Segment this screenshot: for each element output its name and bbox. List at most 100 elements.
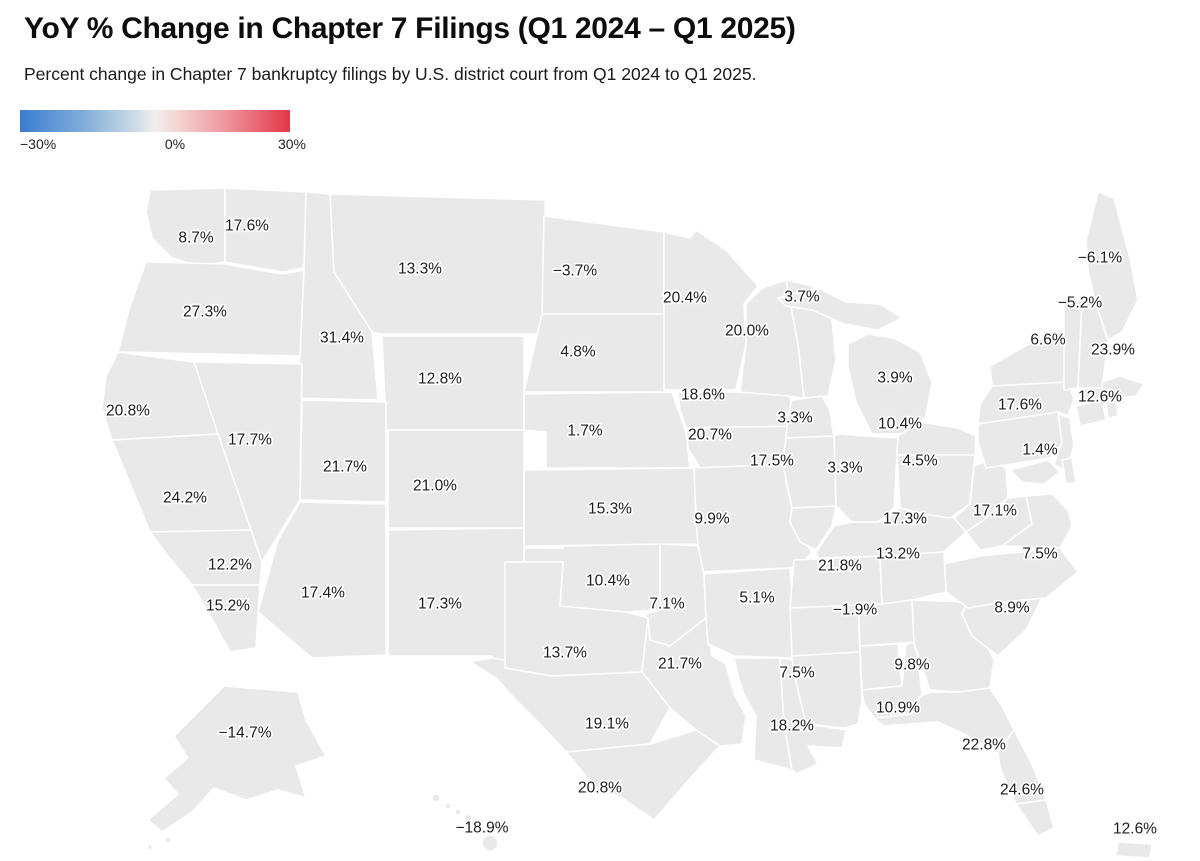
region-texas-s[interactable] [565,729,721,821]
region-label-virginia-w: 17.1% [973,503,1017,520]
region-label-kansas: 15.3% [588,501,632,518]
region-label-idaho: 31.4% [320,330,364,347]
region-label-washington-w: 8.7% [178,230,214,247]
region-label-illinois-n: 3.3% [777,410,813,427]
region-label-new-mexico: 17.3% [418,596,462,613]
region-label-illinois-c: 17.5% [750,453,794,470]
region-label-texas-n: 13.7% [543,645,587,662]
region-south-dakota[interactable] [523,313,673,393]
region-label-california-s: 15.2% [206,598,250,615]
region-new-mexico[interactable] [387,527,525,661]
region-label-nevada: 17.7% [228,432,272,449]
region-label-florida-m: 24.6% [1000,782,1044,799]
region-label-wisconsin-e: 3.7% [784,289,820,306]
region-maine[interactable] [1085,191,1139,341]
region-label-new-york-s: 17.6% [998,397,1042,414]
region-label-arkansas: 5.1% [739,590,775,607]
region-label-florida-n: 22.8% [962,737,1006,754]
region-label-texas-w: 19.1% [585,716,629,733]
region-hawaii-island[interactable] [444,802,452,810]
region-florida-n[interactable] [873,687,1015,753]
region-florida-s[interactable] [1015,799,1055,837]
region-label-mississippi-s: 7.5% [779,665,815,682]
region-label-texas-e: 21.7% [658,656,702,673]
region-label-iowa-n: 18.6% [681,387,725,404]
region-texas-w[interactable] [469,657,671,753]
region-label-hawaii: −18.9% [455,820,508,837]
region-delaware[interactable] [1061,457,1077,485]
region-label-new-jersey: 1.4% [1022,442,1058,459]
region-label-north-carolina: 7.5% [1022,546,1058,563]
region-indiana[interactable] [833,433,899,523]
region-maryland[interactable] [1009,459,1061,485]
region-label-texas-s: 20.8% [578,780,622,797]
region-label-puerto-rico: 12.6% [1113,821,1157,838]
region-label-ohio-n: 10.4% [878,416,922,433]
region-arkansas[interactable] [703,567,795,659]
region-puerto-rico[interactable] [1115,841,1153,859]
region-label-tennessee-e: 13.2% [876,546,920,563]
region-label-indiana: 3.3% [827,460,863,477]
region-hawaii-island[interactable] [463,813,473,823]
legend-gradient-bar [20,110,290,132]
region-label-georgia: 9.8% [894,657,930,674]
region-texas-e[interactable] [641,617,747,747]
region-label-missouri: 9.9% [694,511,730,528]
region-label-connecticut: 12.6% [1078,389,1122,406]
region-label-south-dakota: 4.8% [560,344,596,361]
region-rhode-island[interactable] [1105,399,1119,419]
region-label-oklahoma-w: 10.4% [586,573,630,590]
map-regions [101,187,1153,859]
region-alaska[interactable] [147,685,327,833]
region-label-california-n: 20.8% [106,403,150,420]
region-michigan-up[interactable] [777,287,903,331]
region-label-maine: −6.1% [1078,250,1123,267]
region-label-washington-e: 17.6% [225,218,269,235]
region-hawaii-island[interactable] [454,808,462,816]
region-virginia-e[interactable] [1001,493,1073,549]
region-alaska-island[interactable] [146,843,154,851]
region-hawaii-island[interactable] [431,793,441,803]
region-label-california-c: 12.2% [208,557,252,574]
region-label-oregon: 27.3% [183,304,227,321]
region-alabama-s[interactable] [861,641,923,721]
region-label-vermont: −5.2% [1058,295,1103,312]
region-new-hampshire[interactable] [1077,297,1109,389]
region-ohio-s[interactable] [896,454,976,519]
color-legend: −30% 0% 30% [20,110,320,158]
region-label-michigan: 3.9% [877,370,913,387]
region-label-massachusetts: 23.9% [1091,342,1135,359]
legend-zero-label: 0% [164,136,186,152]
region-label-montana: 13.3% [398,261,442,278]
region-nebraska[interactable] [523,391,691,469]
legend-min-label: −30% [20,136,57,152]
region-arizona[interactable] [257,501,387,659]
region-label-new-york-n: 6.6% [1030,332,1066,349]
region-massachusetts[interactable] [1077,375,1145,405]
region-label-ohio-s: 4.5% [902,453,938,470]
region-hawaii-island[interactable] [481,834,499,852]
region-label-north-dakota: −3.7% [553,263,598,280]
region-label-south-carolina: 8.9% [994,600,1030,617]
region-label-louisiana-e: 18.2% [770,718,814,735]
region-label-colorado: 21.0% [413,478,457,495]
region-label-alaska: −14.7% [218,725,271,742]
region-minnesota[interactable] [663,229,759,391]
legend-max-label: 30% [277,136,307,152]
region-label-minnesota: 20.4% [663,290,707,307]
region-alaska-island[interactable] [164,836,172,844]
page-title: YoY % Change in Chapter 7 Filings (Q1 20… [24,12,796,45]
region-label-tennessee-w: 21.8% [818,558,862,575]
region-michigan-lower[interactable] [847,333,933,435]
region-label-kentucky: 17.3% [883,511,927,528]
page-subtitle: Percent change in Chapter 7 bankruptcy f… [24,64,757,84]
region-label-alabama-s: 10.9% [876,700,920,717]
region-montana[interactable] [329,193,546,335]
region-utah[interactable] [299,399,387,503]
region-north-carolina[interactable] [943,547,1079,609]
region-california-s[interactable] [191,584,261,653]
region-washington-e[interactable] [224,187,307,273]
region-new-york-s[interactable] [977,381,1075,425]
region-washington-w[interactable] [145,187,226,267]
